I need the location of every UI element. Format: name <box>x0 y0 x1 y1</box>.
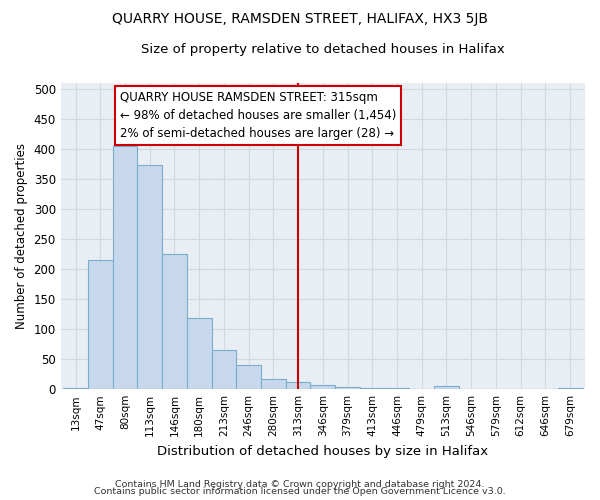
Bar <box>236 365 261 389</box>
Bar <box>286 382 310 389</box>
Bar <box>113 146 137 389</box>
Bar <box>459 388 484 389</box>
Bar <box>137 166 162 389</box>
Bar <box>409 388 434 389</box>
Bar <box>484 388 508 389</box>
Bar <box>310 385 335 389</box>
Bar <box>63 388 88 389</box>
Bar <box>360 388 385 389</box>
Text: Contains public sector information licensed under the Open Government Licence v3: Contains public sector information licen… <box>94 488 506 496</box>
Bar <box>261 379 286 389</box>
Bar <box>385 388 409 389</box>
Bar <box>434 386 459 389</box>
Bar <box>88 260 113 389</box>
Title: Size of property relative to detached houses in Halifax: Size of property relative to detached ho… <box>141 42 505 56</box>
Y-axis label: Number of detached properties: Number of detached properties <box>15 143 28 329</box>
Bar <box>212 350 236 389</box>
Bar <box>162 254 187 389</box>
Bar <box>533 388 558 389</box>
Bar <box>558 388 583 389</box>
Bar <box>335 388 360 389</box>
Text: QUARRY HOUSE RAMSDEN STREET: 315sqm
← 98% of detached houses are smaller (1,454): QUARRY HOUSE RAMSDEN STREET: 315sqm ← 98… <box>120 91 397 140</box>
X-axis label: Distribution of detached houses by size in Halifax: Distribution of detached houses by size … <box>157 444 488 458</box>
Text: QUARRY HOUSE, RAMSDEN STREET, HALIFAX, HX3 5JB: QUARRY HOUSE, RAMSDEN STREET, HALIFAX, H… <box>112 12 488 26</box>
Text: Contains HM Land Registry data © Crown copyright and database right 2024.: Contains HM Land Registry data © Crown c… <box>115 480 485 489</box>
Bar <box>187 318 212 389</box>
Bar <box>508 388 533 389</box>
